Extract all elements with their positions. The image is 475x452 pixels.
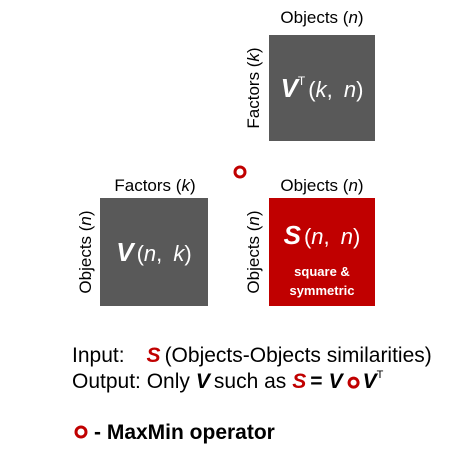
matrix-v xyxy=(100,198,208,306)
caption: symmetric xyxy=(289,283,354,298)
matrix-content: S (n, n) xyxy=(284,220,361,250)
column-label: Objects (n) xyxy=(280,8,363,27)
operator-icon xyxy=(347,376,360,389)
row-label: Factors (k) xyxy=(244,47,263,128)
legend-text: - MaxMin operator xyxy=(94,421,275,444)
column-label: Objects (n) xyxy=(280,176,363,195)
row-label: Objects (n) xyxy=(244,210,263,293)
operator-icon xyxy=(74,425,88,439)
matrix-content: VT (k, n) xyxy=(281,73,364,103)
row-label: Objects (n) xyxy=(76,210,95,293)
input-line: Input: S (Objects-Objects similarities) xyxy=(72,344,432,367)
matrix-vt xyxy=(269,35,375,141)
column-label: Factors (k) xyxy=(114,176,195,195)
operator-icon xyxy=(233,165,247,179)
matrix-content: V (n, k) xyxy=(116,237,191,267)
caption: square & xyxy=(294,264,350,279)
matrix-s xyxy=(269,198,375,306)
